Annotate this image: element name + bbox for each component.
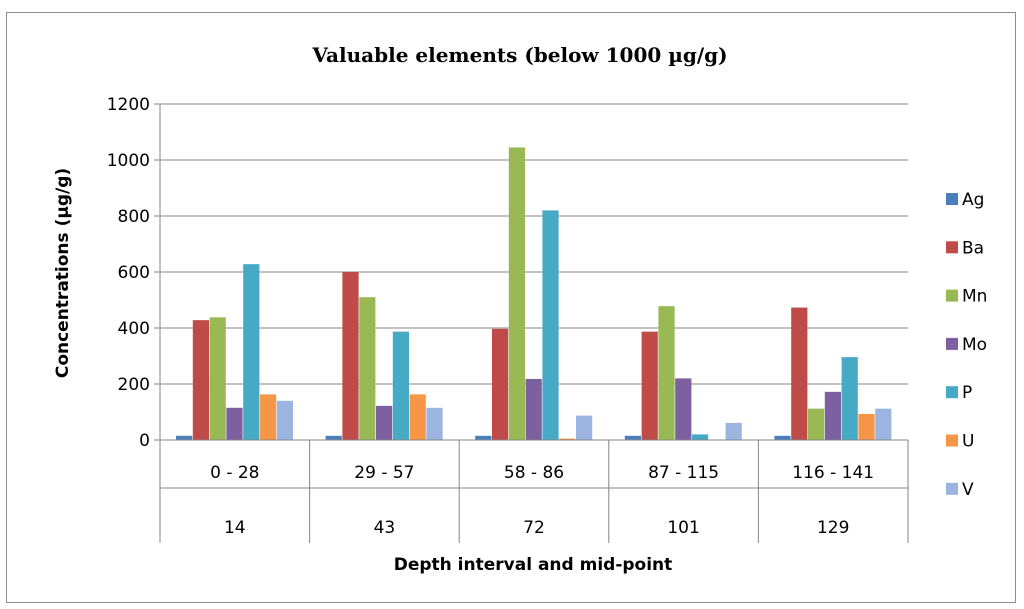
bar-mn-2 — [359, 297, 376, 440]
bar-p-4 — [692, 434, 709, 440]
y-tick-label: 600 — [118, 263, 150, 283]
x-tick-label-midpoint: 43 — [374, 518, 396, 538]
y-tick-label: 200 — [118, 375, 150, 395]
bar-v-1 — [276, 400, 293, 440]
legend-label-v: V — [962, 480, 974, 500]
bar-mn-3 — [508, 147, 525, 440]
bar-ag-5 — [774, 435, 791, 440]
bar-mn-5 — [808, 408, 825, 440]
bar-ag-4 — [624, 435, 641, 440]
gridlines — [154, 103, 908, 441]
chart-title: Valuable elements (below 1000 µg/g) — [311, 43, 727, 67]
legend-label-p: P — [962, 383, 972, 403]
bars — [176, 147, 892, 440]
bar-ba-1 — [192, 320, 209, 440]
x-tick-label-interval: 29 - 57 — [354, 463, 414, 483]
legend-label-u: U — [962, 432, 974, 452]
legend-swatch-v — [946, 482, 958, 495]
legend-swatch-u — [946, 434, 958, 447]
bar-v-3 — [576, 415, 593, 440]
y-tick-label: 800 — [118, 207, 150, 227]
bar-u-2 — [409, 394, 426, 440]
legend-swatch-p — [946, 386, 958, 399]
bar-u-3 — [559, 438, 576, 440]
bar-ba-5 — [791, 307, 808, 440]
bar-v-4 — [725, 422, 742, 440]
bar-p-1 — [243, 264, 260, 440]
bar-mo-3 — [525, 378, 542, 440]
bar-mo-5 — [824, 391, 841, 440]
bar-u-1 — [260, 394, 277, 440]
bar-mo-1 — [226, 407, 243, 440]
bar-ba-4 — [641, 331, 658, 440]
x-tick-label-interval: 0 - 28 — [210, 463, 259, 483]
y-tick-labels: 0 200 400 600 800 1000 1200 — [107, 95, 150, 451]
x-tick-label-midpoint: 14 — [224, 518, 246, 538]
legend: Ag Ba Mn Mo P U V — [946, 190, 987, 500]
bar-v-2 — [426, 407, 443, 440]
bar-v-5 — [875, 408, 892, 440]
bar-p-2 — [392, 331, 409, 440]
bar-mo-4 — [675, 378, 692, 440]
bar-mo-2 — [376, 405, 393, 440]
y-tick-label: 1200 — [107, 95, 150, 115]
legend-swatch-mo — [946, 337, 958, 350]
bar-p-3 — [542, 210, 559, 440]
legend-label-ba: Ba — [962, 238, 984, 258]
axes — [159, 104, 909, 543]
y-tick-label: 400 — [118, 319, 150, 339]
x-tick-label-interval: 58 - 86 — [504, 463, 564, 483]
legend-label-ag: Ag — [962, 190, 984, 210]
y-tick-label: 0 — [139, 431, 150, 451]
bar-u-5 — [858, 413, 875, 440]
bar-ba-3 — [492, 328, 509, 440]
x-tick-label-interval: 116 - 141 — [792, 463, 874, 483]
x-tick-label-midpoint: 101 — [667, 518, 699, 538]
bar-ag-1 — [176, 435, 193, 440]
x-tick-label-midpoint: 129 — [817, 518, 849, 538]
legend-label-mo: Mo — [962, 335, 987, 355]
x-tick-label-interval: 87 - 115 — [648, 463, 719, 483]
x-tick-label-midpoint: 72 — [523, 518, 545, 538]
bar-ag-3 — [475, 435, 492, 440]
legend-swatch-ba — [946, 241, 958, 254]
x-axis-label: Depth interval and mid-point — [394, 555, 673, 575]
bar-p-5 — [841, 357, 858, 440]
legend-swatch-mn — [946, 289, 958, 302]
y-tick-label: 1000 — [107, 151, 150, 171]
legend-label-mn: Mn — [962, 287, 987, 307]
bar-mn-1 — [209, 317, 226, 440]
x-tick-labels: 0 - 28 14 29 - 57 43 58 - 86 72 87 - 115 101 116… — [210, 463, 874, 538]
legend-swatch-ag — [946, 193, 958, 205]
bar-mn-4 — [658, 306, 675, 440]
bar-ba-2 — [342, 272, 359, 440]
bar-ag-2 — [325, 435, 342, 440]
y-axis-label: Concentrations (µg/g) — [53, 168, 73, 378]
